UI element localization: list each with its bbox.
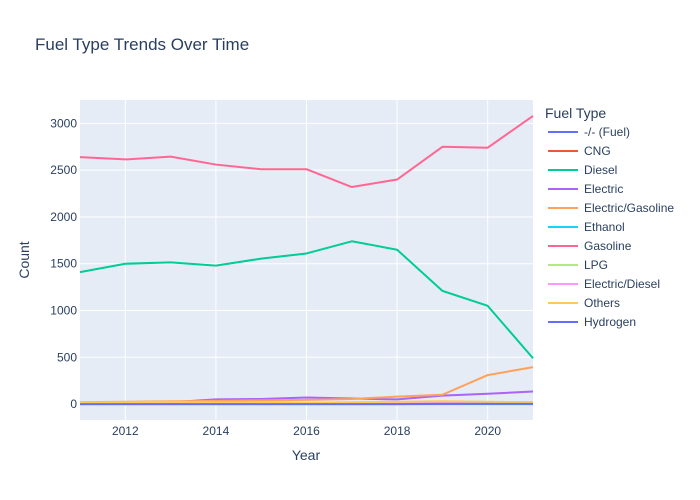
x-tick-label: 2012 [112, 424, 139, 438]
legend-title: Fuel Type [545, 105, 606, 121]
series-line-others [79, 400, 534, 404]
y-axis-title: Count [16, 241, 32, 278]
legend-label-hydrogen: Hydrogen [584, 315, 636, 329]
y-tick-label: 0 [70, 397, 77, 411]
x-tick-label: 2018 [384, 424, 411, 438]
series-line-gasoline [79, 115, 534, 189]
y-tick-label: 3000 [50, 116, 77, 130]
legend-label-ethanol: Ethanol [584, 220, 625, 234]
y-tick-label: 2500 [50, 163, 77, 177]
x-tick-labels: 2012 2014 2016 2018 2020 [112, 424, 501, 438]
legend-label-cng: CNG [584, 144, 611, 158]
y-tick-label: 2000 [50, 210, 77, 224]
legend-label-lpg: LPG [584, 258, 608, 272]
series-line-diesel [79, 240, 534, 359]
x-axis-title: Year [292, 447, 321, 463]
x-tick-label: 2014 [203, 424, 230, 438]
legend: Fuel Type -/- (Fuel) CNG Diesel Electric Ele… [545, 105, 674, 329]
x-tick-label: 2020 [474, 424, 501, 438]
legend-label-electric-diesel: Electric/Diesel [584, 277, 660, 291]
legend-label-electric: Electric [584, 182, 623, 196]
y-tick-label: 1500 [50, 257, 77, 271]
legend-label-others: Others [584, 296, 620, 310]
y-tick-label: 500 [57, 350, 77, 364]
legend-label-diesel: Diesel [584, 163, 617, 177]
series-lines [79, 115, 534, 406]
y-tick-labels: 0 500 1000 1500 2000 2500 3000 [50, 116, 77, 411]
legend-label-electric-gasoline: Electric/Gasoline [584, 201, 674, 215]
legend-label-gasoline: Gasoline [584, 239, 632, 253]
chart-title: Fuel Type Trends Over Time [35, 35, 249, 54]
y-tick-label: 1000 [50, 304, 77, 318]
x-tick-label: 2016 [293, 424, 320, 438]
legend-label-fuel: -/- (Fuel) [584, 125, 630, 139]
